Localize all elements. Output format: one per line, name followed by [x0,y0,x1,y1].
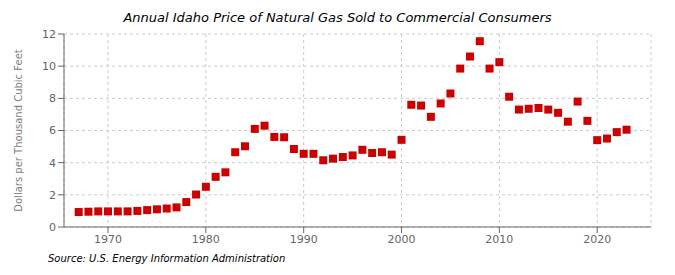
svg-text:12: 12 [42,28,56,41]
html-text:Annual Idaho Price of Natural: Annual Idaho Price of Natural Gas Sold t… [123,10,552,25]
svg-text:8: 8 [49,92,56,105]
svg-text:0: 0 [49,221,56,234]
svg-text:Dollars per Thousand Cubic Fee: Dollars per Thousand Cubic Feet [13,49,24,212]
svg-text:1980: 1980 [192,233,220,246]
svg-text:2000: 2000 [388,233,416,246]
svg-text:1970: 1970 [94,233,122,246]
svg-text:2010: 2010 [485,233,513,246]
svg-text:4: 4 [49,157,56,170]
svg-text:1990: 1990 [290,233,318,246]
svg-text:2020: 2020 [583,233,611,246]
svg-text:10: 10 [42,60,56,73]
html-text:Source: U.S. Energy Informatio: Source: U.S. Energy Information Administ… [48,253,286,264]
svg-text:6: 6 [49,124,56,137]
svg-text:2: 2 [49,189,56,202]
